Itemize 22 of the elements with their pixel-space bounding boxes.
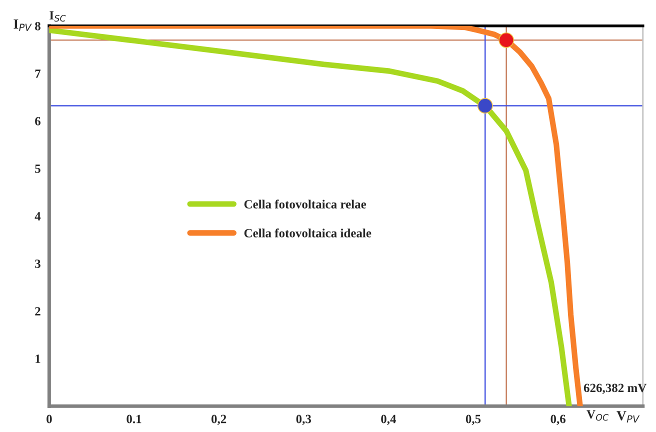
x-tick-label: 0,3 (296, 414, 312, 426)
text: I$_{SC}$ (50, 11, 66, 22)
y-tick-label: 1 (36, 354, 40, 363)
x-tick-label: 0,6 (550, 414, 566, 426)
legend-label: Cella fotovoltaica relae (244, 200, 366, 209)
x-tick-label: 0,2 (211, 414, 226, 426)
annotation: 626,382 mV (584, 384, 647, 394)
y-tick-label: 3 (35, 260, 40, 268)
x-tick-label: 0 (46, 414, 52, 424)
legend-label: Cella fotovoltaica ideale (244, 228, 372, 238)
text: V$_{OC}$ (586, 410, 609, 421)
y-axis-title: I$_{PV}$ (14, 20, 32, 31)
y-tick-label: 4 (34, 212, 41, 220)
y-tick-label: 5 (35, 164, 40, 173)
x-tick-label: 0,5 (466, 414, 481, 426)
x-tick-label: 0,4 (381, 414, 396, 426)
y-tick-label: 8 (35, 22, 40, 30)
y-tick-label: 7 (35, 70, 41, 78)
y-tick-label: 6 (35, 117, 40, 126)
x-tick-label: 0.1 (126, 414, 142, 424)
y-tick-label: 2 (35, 307, 40, 316)
x-axis-title: V$_{PV}$ (616, 411, 640, 422)
